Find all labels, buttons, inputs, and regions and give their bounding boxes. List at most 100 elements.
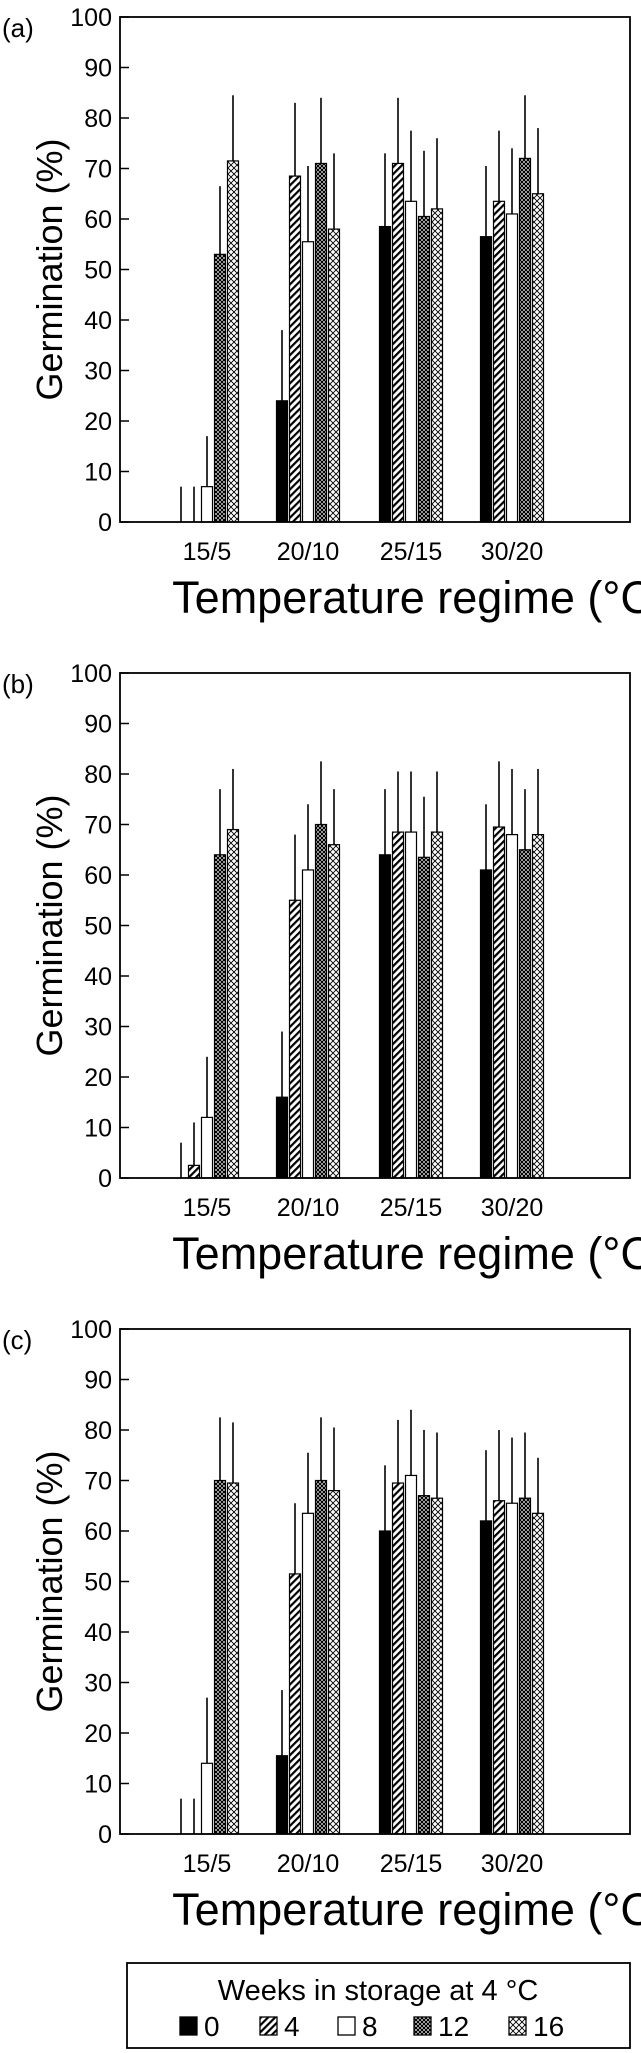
legend-swatch xyxy=(337,2016,356,2036)
legend-title: Weeks in storage at 4 °C xyxy=(218,1975,539,2007)
bar xyxy=(404,831,418,1179)
y-tick-label: 80 xyxy=(84,105,112,133)
bar xyxy=(275,1755,289,1835)
bar xyxy=(378,854,392,1179)
y-tick-label: 90 xyxy=(84,711,112,739)
y-tick-label: 60 xyxy=(84,1518,112,1546)
legend-entry-label: 8 xyxy=(362,2011,378,2042)
bar xyxy=(492,826,506,1179)
bar xyxy=(301,869,315,1179)
y-tick-label: 40 xyxy=(84,963,112,991)
y-tick-label: 80 xyxy=(84,1417,112,1445)
plot-frame xyxy=(119,16,631,523)
bar xyxy=(314,162,328,523)
y-tick-label: 50 xyxy=(84,913,112,941)
bar xyxy=(226,1482,240,1835)
y-tick-label: 70 xyxy=(84,812,112,840)
x-tick-label: 15/5 xyxy=(183,538,232,566)
legend-frame xyxy=(126,1962,631,2049)
y-tick-label: 50 xyxy=(84,1569,112,1597)
y-tick-label: 100 xyxy=(70,4,112,32)
y-tick-label: 0 xyxy=(98,509,112,537)
bar xyxy=(417,1495,431,1835)
bar xyxy=(314,1479,328,1835)
bar xyxy=(505,1502,519,1835)
bar xyxy=(479,1520,493,1835)
legend-swatch xyxy=(508,2016,527,2036)
y-axis-label: Germination (%) xyxy=(29,1450,70,1712)
panel-label: (b) xyxy=(2,669,34,699)
x-tick-label: 30/20 xyxy=(481,1850,544,1878)
y-tick-label: 90 xyxy=(84,1367,112,1395)
bar xyxy=(378,1530,392,1835)
legend-swatch xyxy=(179,2016,198,2036)
y-tick-label: 0 xyxy=(98,1821,112,1849)
y-tick-label: 100 xyxy=(70,1316,112,1344)
bar xyxy=(479,869,493,1179)
chart-panel-3: (c) 0 10 20 30 40 50 60 70 80 90 100 Germination (%)… xyxy=(2,1316,641,1935)
bar xyxy=(531,1512,545,1835)
x-axis-label: Temperature regime (°C) xyxy=(172,1228,641,1279)
bar xyxy=(314,823,328,1179)
legend-entry-label: 0 xyxy=(204,2011,220,2042)
y-tick-label: 20 xyxy=(84,1720,112,1748)
x-tick-label: 25/15 xyxy=(380,538,443,566)
y-tick-label: 70 xyxy=(84,156,112,184)
bar xyxy=(275,1096,289,1179)
bar xyxy=(492,200,506,523)
y-tick-label: 100 xyxy=(70,660,112,688)
bar xyxy=(275,400,289,523)
bar xyxy=(404,200,418,523)
plot-frame xyxy=(119,1328,631,1835)
x-tick-label: 15/5 xyxy=(183,1194,232,1222)
legend-entry-label: 16 xyxy=(533,2011,564,2042)
panel-label: (a) xyxy=(2,13,34,43)
y-tick-label: 30 xyxy=(84,358,112,386)
y-axis-label: Germination (%) xyxy=(29,138,70,400)
x-tick-label: 25/15 xyxy=(380,1850,443,1878)
bar xyxy=(391,1482,405,1835)
y-axis-label: Germination (%) xyxy=(29,794,70,1056)
x-tick-label: 20/10 xyxy=(277,538,340,566)
bar xyxy=(327,228,341,523)
y-tick-label: 30 xyxy=(84,1670,112,1698)
chart-panel-2: (b) 0 10 20 30 40 50 60 70 80 90 100 Germination (%)… xyxy=(2,660,641,1279)
bar xyxy=(187,1164,201,1179)
y-tick-label: 80 xyxy=(84,761,112,789)
y-tick-label: 70 xyxy=(84,1468,112,1496)
x-tick-label: 15/5 xyxy=(183,1850,232,1878)
bar xyxy=(213,854,227,1179)
y-tick-label: 90 xyxy=(84,55,112,83)
bar xyxy=(479,236,493,523)
bar xyxy=(288,1573,302,1835)
bar xyxy=(531,833,545,1179)
bar xyxy=(417,856,431,1179)
x-tick-label: 30/20 xyxy=(481,538,544,566)
y-tick-label: 50 xyxy=(84,257,112,285)
y-tick-label: 40 xyxy=(84,1619,112,1647)
legend-swatch xyxy=(259,2016,278,2036)
bar xyxy=(288,899,302,1179)
bar xyxy=(327,1489,341,1835)
y-tick-label: 10 xyxy=(84,1771,112,1799)
bar xyxy=(200,1116,214,1179)
bar xyxy=(213,253,227,523)
x-axis-label: Temperature regime (°C) xyxy=(172,572,641,623)
bar xyxy=(505,213,519,523)
bar xyxy=(391,831,405,1179)
bar xyxy=(327,844,341,1179)
y-tick-label: 0 xyxy=(98,1165,112,1193)
y-tick-label: 20 xyxy=(84,408,112,436)
legend: Weeks in storage at 4 °C 0 4 8 12 16 xyxy=(126,1962,631,2049)
bar xyxy=(213,1479,227,1835)
y-tick-label: 20 xyxy=(84,1064,112,1092)
bar xyxy=(200,486,214,523)
bar xyxy=(430,831,444,1179)
legend-entry-label: 4 xyxy=(284,2011,300,2042)
bar xyxy=(518,1497,532,1835)
y-tick-label: 10 xyxy=(84,459,112,487)
legend-swatch xyxy=(413,2016,432,2036)
bar xyxy=(518,849,532,1179)
x-tick-label: 20/10 xyxy=(277,1194,340,1222)
x-tick-label: 25/15 xyxy=(380,1194,443,1222)
